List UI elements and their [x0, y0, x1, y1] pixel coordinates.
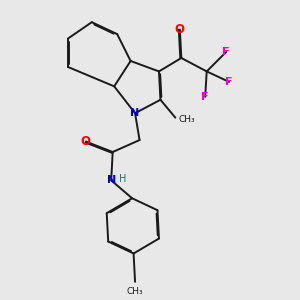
Text: F: F	[202, 92, 209, 102]
Text: O: O	[175, 23, 185, 36]
Text: F: F	[225, 77, 233, 87]
Text: O: O	[81, 135, 91, 148]
Text: N: N	[106, 176, 116, 185]
Text: H: H	[119, 174, 126, 184]
Text: CH₃: CH₃	[127, 287, 143, 296]
Text: N: N	[130, 108, 140, 118]
Text: CH₃: CH₃	[178, 115, 195, 124]
Text: F: F	[222, 47, 230, 57]
